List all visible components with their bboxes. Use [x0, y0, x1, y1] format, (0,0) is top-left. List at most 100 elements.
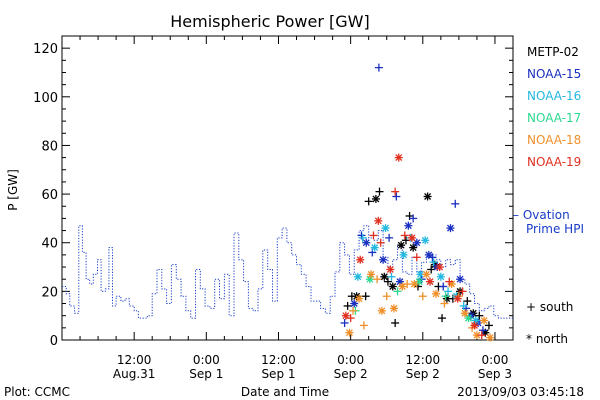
north-point	[464, 314, 473, 323]
north-point	[432, 289, 441, 298]
north-point	[456, 275, 465, 284]
south-point	[382, 292, 391, 301]
satellite-points	[340, 63, 495, 342]
south-point	[359, 321, 368, 330]
south-point	[439, 282, 448, 291]
legend-item-noaa-16: NOAA-16	[527, 89, 581, 103]
south-point	[451, 199, 460, 208]
south-point	[387, 272, 396, 281]
north-point	[472, 331, 481, 340]
timestamp: 2013/09/03 03:45:18	[457, 385, 584, 399]
plot-credit: Plot: CCMC	[4, 385, 70, 399]
ovation-line	[62, 225, 513, 319]
north-point	[470, 321, 479, 330]
south-point	[364, 197, 373, 206]
south-point	[477, 331, 486, 340]
legend-north: * north	[526, 332, 568, 346]
south-point	[385, 233, 394, 242]
north-point	[471, 316, 480, 325]
legend-item-noaa-15: NOAA-15	[527, 67, 581, 81]
legend: METP-02 NOAA-15 NOAA-16 NOAA-17 NOAA-18 NOAA-…	[513, 45, 584, 346]
chart-title: Hemispheric Power [GW]	[170, 12, 369, 31]
legend-item-noaa-17: NOAA-17	[527, 111, 581, 125]
north-point	[353, 272, 362, 281]
south-point	[478, 326, 487, 335]
legend-item-noaa-18: NOAA-18	[527, 133, 581, 147]
south-point	[392, 192, 401, 201]
south-point	[441, 292, 450, 301]
north-point	[480, 316, 489, 325]
legend-ovation-line1: – Ovation	[513, 208, 570, 222]
north-point	[386, 265, 395, 274]
north-point	[380, 272, 389, 281]
x-axis-label: Date and Time	[241, 385, 329, 399]
south-point	[346, 314, 355, 323]
legend-south: + south	[526, 300, 573, 314]
y-tick-label: 120	[33, 42, 58, 57]
x-tick-date: Sep 2	[334, 367, 368, 381]
south-point	[459, 301, 468, 310]
north-point	[371, 194, 380, 203]
south-point	[400, 231, 409, 240]
north-point	[370, 243, 379, 252]
series-noaa-16	[353, 224, 480, 325]
north-point	[355, 294, 364, 303]
south-point	[369, 231, 378, 240]
south-point	[412, 253, 421, 262]
y-tick-label: 80	[41, 139, 58, 154]
y-tick-label: 20	[41, 285, 58, 300]
x-tick-time: 12:00	[261, 353, 296, 367]
north-point	[407, 233, 416, 242]
north-point	[362, 238, 371, 247]
north-point	[410, 280, 419, 289]
south-point	[403, 280, 412, 289]
north-point	[397, 241, 406, 250]
y-tick-label: 100	[33, 91, 58, 106]
y-tick-label: 40	[41, 237, 58, 252]
south-point	[438, 314, 447, 323]
series-noaa-18	[345, 270, 495, 342]
north-point	[350, 299, 359, 308]
north-point	[453, 294, 462, 303]
north-point	[356, 255, 365, 264]
south-point	[340, 318, 349, 327]
legend-satellites: METP-02 NOAA-15 NOAA-16 NOAA-17 NOAA-18 NOAA-…	[527, 45, 581, 169]
south-point	[484, 321, 493, 330]
x-tick-date: Sep 2	[406, 367, 440, 381]
north-point	[388, 282, 397, 291]
north-point	[394, 153, 403, 162]
south-point	[429, 258, 438, 267]
y-axis-label: P [GW]	[6, 169, 20, 211]
north-point	[435, 263, 444, 272]
north-point	[422, 270, 431, 279]
north-point	[389, 304, 398, 313]
x-tick-time: 0:00	[481, 353, 508, 367]
south-point	[374, 63, 383, 72]
south-point	[440, 299, 449, 308]
ovation-series	[62, 225, 513, 319]
north-point	[426, 277, 435, 286]
south-point	[343, 301, 352, 310]
y-axis: 0 20 40 60 80 100 120	[33, 35, 513, 349]
series-noaa-19	[341, 153, 486, 340]
south-point	[445, 277, 454, 286]
north-point	[367, 270, 376, 279]
south-point	[463, 297, 472, 306]
north-point	[404, 221, 413, 230]
series-noaa-15	[340, 63, 487, 335]
x-tick-time: 0:00	[337, 353, 364, 367]
south-point	[428, 253, 437, 262]
south-point	[375, 187, 384, 196]
south-point	[409, 214, 418, 223]
south-point	[383, 277, 392, 286]
south-point	[376, 238, 385, 247]
north-point	[377, 306, 386, 315]
south-point	[393, 287, 402, 296]
south-point	[475, 311, 484, 320]
legend-ovation-line2: Prime HPI	[526, 222, 584, 236]
legend-item-metp-02: METP-02	[527, 45, 579, 59]
south-point	[444, 287, 453, 296]
south-point	[349, 306, 358, 315]
south-point	[358, 233, 367, 242]
